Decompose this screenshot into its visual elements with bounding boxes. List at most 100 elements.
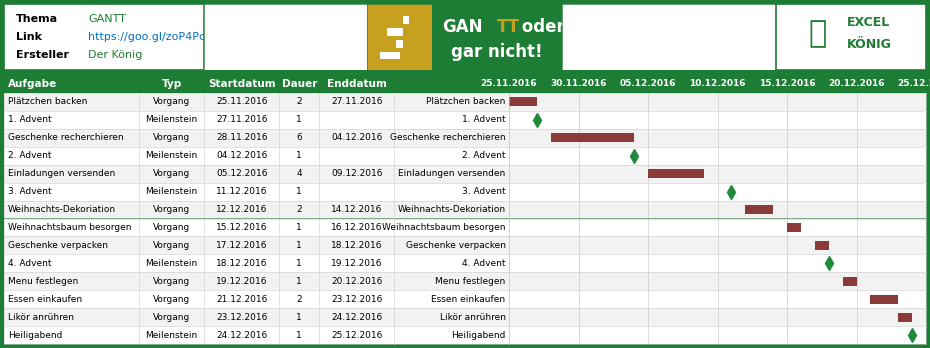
Text: Thema: Thema [16,14,58,24]
Text: Essen einkaufen: Essen einkaufen [7,295,82,304]
Bar [396,40,403,48]
Text: Weihnachts-Dekoriation: Weihnachts-Dekoriation [7,205,116,214]
Text: Meilenstein: Meilenstein [145,151,198,160]
Text: Einladungen versenden: Einladungen versenden [7,169,115,178]
Text: 19.12.2016: 19.12.2016 [216,277,268,286]
Bar [898,313,912,322]
Text: Geschenke recherchieren: Geschenke recherchieren [390,133,506,142]
Bar [387,28,403,36]
Text: Einladungen versenden: Einladungen versenden [398,169,506,178]
Text: 24.12.2016: 24.12.2016 [216,331,268,340]
Text: 27.11.2016: 27.11.2016 [216,116,268,124]
Text: 15.12.2016: 15.12.2016 [216,223,268,232]
Text: Vorgang: Vorgang [153,97,191,106]
Text: https://goo.gl/zoP4Pc: https://goo.gl/zoP4Pc [88,32,206,42]
Text: 30.11.2016: 30.11.2016 [551,79,606,88]
Text: gar nicht!: gar nicht! [451,42,543,61]
Text: Der König: Der König [88,50,142,61]
Text: Aufgabe: Aufgabe [7,79,57,89]
Text: 09.12.2016: 09.12.2016 [331,169,382,178]
Text: Vorgang: Vorgang [153,223,191,232]
Text: Meilenstein: Meilenstein [145,116,198,124]
Bar [815,241,829,250]
Bar [380,52,400,60]
Text: 15.12.2016: 15.12.2016 [759,79,816,88]
Text: Menu festlegen: Menu festlegen [435,277,506,286]
Text: 25.12.2016: 25.12.2016 [897,79,930,88]
Text: 04.12.2016: 04.12.2016 [216,151,268,160]
Text: Startdatum: Startdatum [208,79,275,89]
Text: 1: 1 [297,277,302,286]
Text: Plätzchen backen: Plätzchen backen [426,97,506,106]
Text: 05.12.2016: 05.12.2016 [619,79,676,88]
Text: Vorgang: Vorgang [153,241,191,250]
Text: 23.12.2016: 23.12.2016 [216,313,268,322]
Text: GAN: GAN [443,18,483,36]
Text: 👑: 👑 [809,19,827,48]
Text: 20.12.2016: 20.12.2016 [829,79,884,88]
Text: 2: 2 [297,97,302,106]
Text: 27.11.2016: 27.11.2016 [331,97,382,106]
Text: EXCEL: EXCEL [847,16,891,29]
Text: 23.12.2016: 23.12.2016 [331,295,382,304]
Text: 1. Advent: 1. Advent [462,116,506,124]
Text: KÖNIG: KÖNIG [846,38,892,52]
Text: oder: oder [516,18,565,36]
Text: 20.12.2016: 20.12.2016 [331,277,382,286]
Text: Menu festlegen: Menu festlegen [7,277,78,286]
Text: 4. Advent: 4. Advent [462,259,506,268]
Bar [745,205,773,214]
Text: 25.12.2016: 25.12.2016 [331,331,382,340]
Text: 6: 6 [297,133,302,142]
Text: Vorgang: Vorgang [153,313,191,322]
Text: 05.12.2016: 05.12.2016 [216,169,268,178]
Text: 1: 1 [297,116,302,124]
Text: Vorgang: Vorgang [153,133,191,142]
Text: 1: 1 [297,241,302,250]
Text: 12.12.2016: 12.12.2016 [216,205,268,214]
Text: 21.12.2016: 21.12.2016 [216,295,268,304]
Bar [403,16,409,24]
Text: Geschenke verpacken: Geschenke verpacken [405,241,506,250]
Text: Plätzchen backen: Plätzchen backen [7,97,87,106]
Text: 24.12.2016: 24.12.2016 [331,313,382,322]
Text: Meilenstein: Meilenstein [145,187,198,196]
Text: Heiligabend: Heiligabend [7,331,62,340]
Text: 11.12.2016: 11.12.2016 [216,187,268,196]
Text: 18.12.2016: 18.12.2016 [216,259,268,268]
Text: 2: 2 [297,295,302,304]
Text: 2. Advent: 2. Advent [462,151,506,160]
Text: 25.11.2016: 25.11.2016 [216,97,268,106]
Text: Link: Link [16,32,42,42]
Text: 1: 1 [297,151,302,160]
Text: TT: TT [497,18,520,36]
Text: 28.11.2016: 28.11.2016 [216,133,268,142]
Text: 2: 2 [297,205,302,214]
Text: Geschenke verpacken: Geschenke verpacken [7,241,108,250]
Text: Meilenstein: Meilenstein [145,331,198,340]
Text: 17.12.2016: 17.12.2016 [216,241,268,250]
Text: 4: 4 [297,169,302,178]
Text: Weihnachtsbaum besorgen: Weihnachtsbaum besorgen [7,223,131,232]
Text: 3. Advent: 3. Advent [462,187,506,196]
Text: Likör anrühren: Likör anrühren [440,313,506,322]
Text: 1: 1 [297,331,302,340]
Text: 18.12.2016: 18.12.2016 [331,241,382,250]
Text: 3. Advent: 3. Advent [7,187,51,196]
Text: 25.11.2016: 25.11.2016 [481,79,538,88]
Bar [509,97,537,106]
Text: Vorgang: Vorgang [153,295,191,304]
Text: Geschenke recherchieren: Geschenke recherchieren [7,133,124,142]
Text: Likör anrühren: Likör anrühren [7,313,73,322]
Text: 10.12.2016: 10.12.2016 [689,79,746,88]
Bar [870,295,898,304]
Text: 1. Advent: 1. Advent [7,116,51,124]
Text: Ersteller: Ersteller [16,50,69,61]
Text: Enddatum: Enddatum [326,79,387,89]
Text: Heiligabend: Heiligabend [451,331,506,340]
Bar [551,133,634,142]
Text: Meilenstein: Meilenstein [145,259,198,268]
Text: 1: 1 [297,223,302,232]
Text: Typ: Typ [162,79,181,89]
Text: 14.12.2016: 14.12.2016 [331,205,382,214]
